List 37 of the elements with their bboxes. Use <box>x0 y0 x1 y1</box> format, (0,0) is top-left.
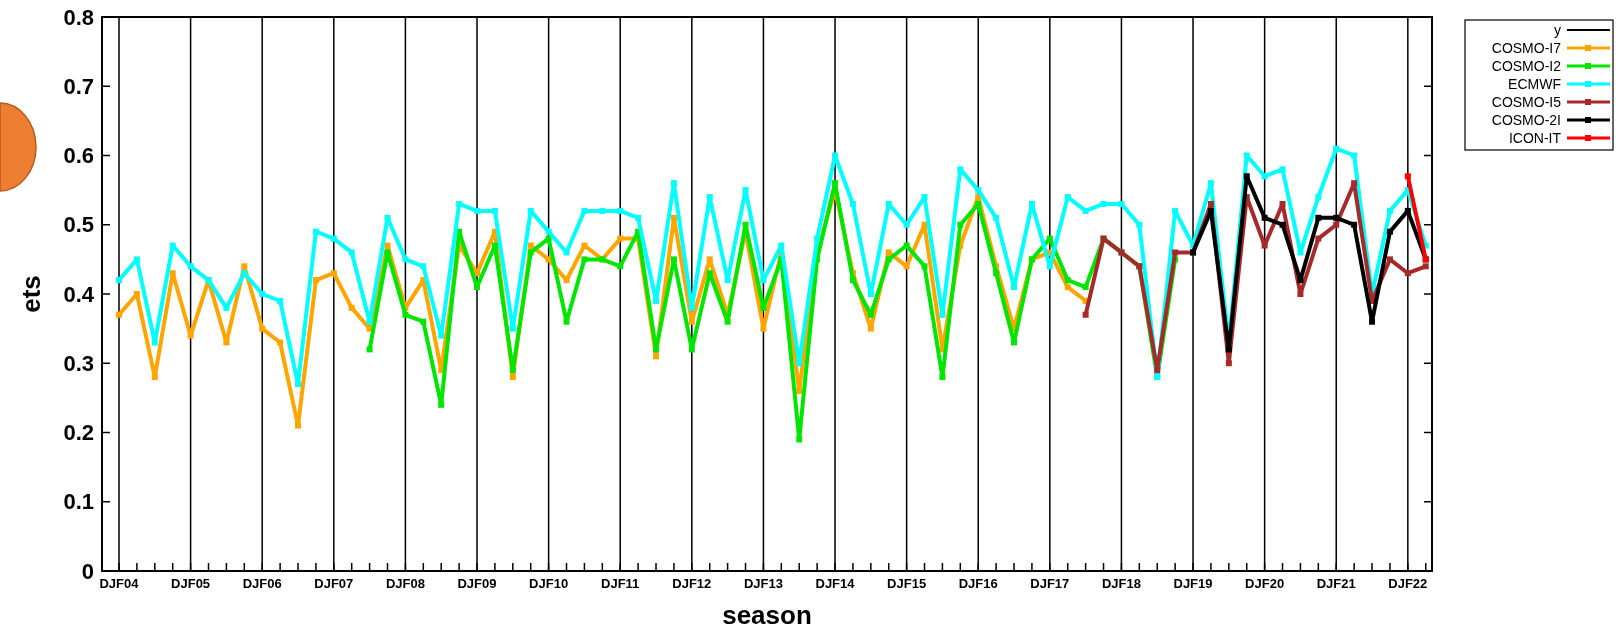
y-tick-label: 0.3 <box>63 350 94 376</box>
x-tick-label: DJF11 <box>601 576 640 591</box>
legend-label: COSMO-2I <box>1491 111 1561 128</box>
x-tick-label: DJF08 <box>385 576 425 591</box>
legend-label: COSMO-I7 <box>1491 39 1562 56</box>
x-tick-label: DJF06 <box>242 576 282 591</box>
x-axis-title: season <box>722 600 812 630</box>
x-tick-label: DJF14 <box>815 576 856 591</box>
x-tick-label: DJF21 <box>1316 576 1356 591</box>
x-tick-label: DJF07 <box>314 576 354 591</box>
x-tick-label: DJF17 <box>1030 576 1070 591</box>
y-axis-title: ets <box>16 275 46 313</box>
y-tick-label: 0.1 <box>63 489 94 515</box>
x-tick-label: DJF04 <box>99 576 140 591</box>
x-tick-label: DJF18 <box>1101 576 1141 591</box>
x-tick-label: DJF15 <box>887 576 927 591</box>
y-tick-label: 0 <box>81 558 94 584</box>
x-tick-label: DJF20 <box>1245 576 1285 591</box>
x-tick-label: DJF22 <box>1388 576 1428 591</box>
y-tick-label: 0.8 <box>63 4 94 30</box>
legend-label: COSMO-I5 <box>1491 93 1562 110</box>
x-tick-label: DJF13 <box>743 576 783 591</box>
x-tick-label: DJF05 <box>171 576 211 591</box>
y-tick-label: 0.4 <box>63 281 95 307</box>
y-tick-label: 0.5 <box>63 212 94 238</box>
x-tick-label: DJF10 <box>529 576 569 591</box>
y-tick-label: 0.2 <box>63 420 94 446</box>
y-tick-label: 0.7 <box>63 73 94 99</box>
x-tick-label: DJF16 <box>958 576 998 591</box>
x-tick-label: DJF12 <box>672 576 712 591</box>
y-tick-label: 0.6 <box>63 143 94 169</box>
legend-label: ICON-IT <box>1508 129 1562 146</box>
x-tick-label: DJF09 <box>457 576 497 591</box>
legend-label: y <box>1554 21 1561 38</box>
legend-label: ECMWF <box>1508 75 1561 92</box>
legend-label: COSMO-I2 <box>1491 57 1562 74</box>
x-tick-label: DJF19 <box>1173 576 1213 591</box>
